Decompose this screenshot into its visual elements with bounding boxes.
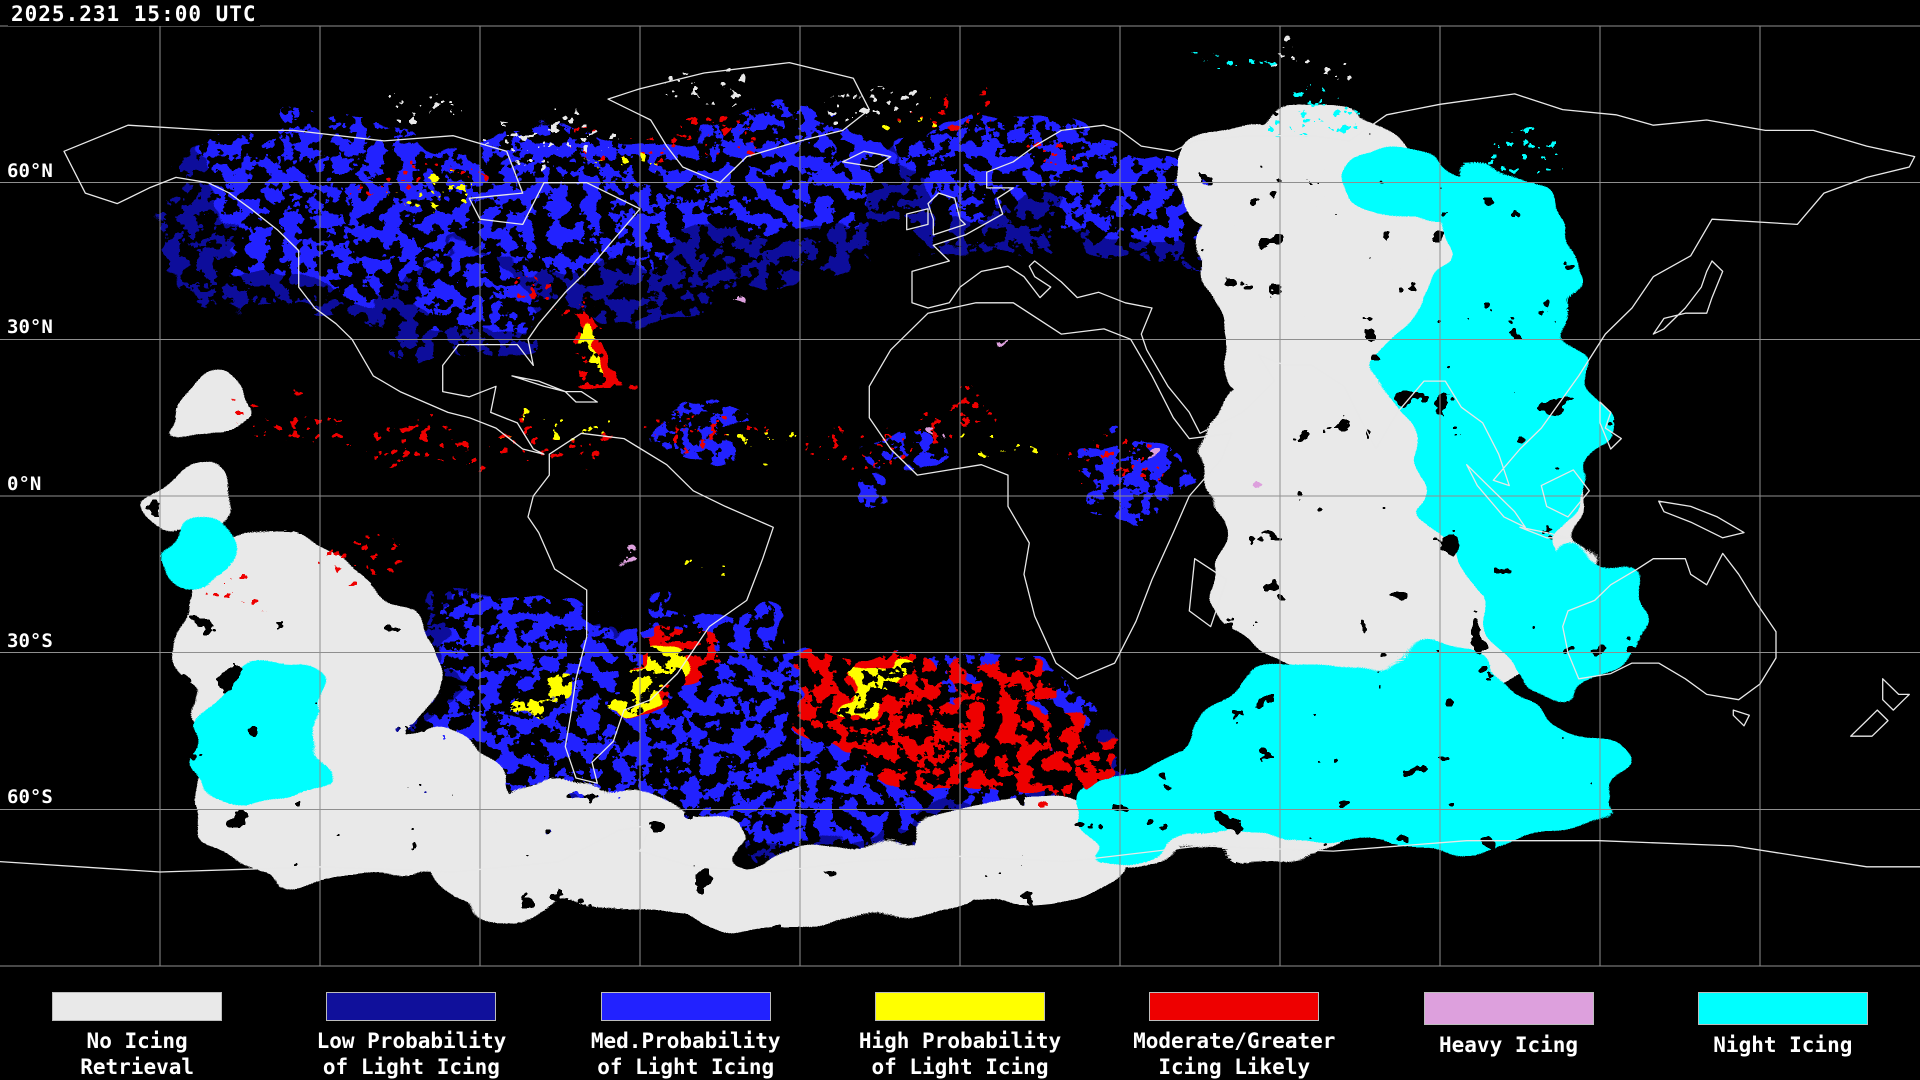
coastline-borneo [1540,469,1590,518]
legend-item-no-icing: No Icing Retrieval [0,978,274,1080]
coastline-sumatra [1466,464,1526,528]
overlay-high-prob [516,324,910,712]
coastline-madagascar [1188,558,1228,628]
legend-label-line: High Probability [858,1028,1062,1053]
legend-item-night: Night Icing [1646,978,1920,1080]
coastline-australia [1562,552,1777,701]
overlay-no-icing [380,48,1350,162]
coastlines [0,61,1920,873]
coastline-java [1519,526,1569,539]
legend-label-med-prob: Med.Probability of Light Icing [591,1028,781,1080]
legend-item-heavy: Heavy Icing [1371,978,1645,1080]
map-canvas [0,25,1920,967]
legend-label-mod-greater: Moderate/Greater Icing Likely [1133,1028,1335,1080]
overlay-heavy [613,300,1258,568]
coastline-africa [868,302,1233,680]
legend-item-high-prob: High Probability of Light Icing [823,978,1097,1080]
legend-label-line: Retrieval [80,1054,195,1079]
latitude-label: 60°S [5,786,55,809]
world-icing-map: 2025.231 15:00 UTC 60°N 30°N 0°N 30°S 60°S [0,2,1920,967]
overlay-mod-greater [566,316,1104,797]
coastline-south-america [527,432,774,784]
coastline-philippines [1599,401,1622,450]
legend-label-line: Heavy Icing [1439,1033,1579,1057]
coastline-north-america [63,124,641,455]
graticule [0,25,1920,967]
latitude-label: 0°N [5,473,44,495]
legend-label-line: Med.Probability [590,1028,781,1053]
legend-label-line: Icing Likely [1158,1054,1311,1079]
coastline-iceland [842,150,892,168]
coastline-great-britain [927,192,966,236]
legend-label-line: Moderate/Greater [1133,1028,1336,1053]
coastline-tasmania [1732,709,1750,727]
latitude-label: 60°N [5,159,55,182]
legend-label-heavy: Heavy Icing [1439,1032,1578,1058]
legend-label-line: Night Icing [1713,1033,1853,1057]
legend-swatch-med-prob [600,992,771,1021]
legend-item-low-prob: Low Probability of Light Icing [274,978,548,1080]
legend-label-line: of Light Icing [597,1054,775,1079]
legend-swatch-no-icing [52,992,223,1021]
coastline-ireland [906,208,929,231]
legend-swatch-heavy [1423,992,1594,1025]
coastline-new-zealand-south [1850,709,1889,737]
legend-swatch-night [1697,992,1868,1025]
legend-label-low-prob: Low Probability of Light Icing [317,1028,507,1080]
coastline-hispaniola [564,390,598,403]
legend-swatch-high-prob [874,992,1045,1021]
coastline-japan [1652,260,1724,335]
legend-swatch-mod-greater [1149,992,1320,1021]
legend-label-night: Night Icing [1713,1032,1852,1058]
coastline-greenland [607,61,870,184]
coastline-new-guinea [1658,500,1745,539]
timestamp: 2025.231 15:00 UTC [8,2,260,26]
legend: No Icing Retrieval Low Probability of Light… [0,978,1920,1080]
legend-item-med-prob: Med.Probability of Light Icing [549,978,823,1080]
legend-label-line: of Light Icing [871,1054,1049,1079]
latitude-label: 30°N [5,316,55,339]
legend-item-mod-greater: Moderate/Greater Icing Likely [1097,978,1371,1080]
coastline-antarctica [0,824,1920,873]
latitude-label: 30°S [5,629,55,652]
coastline-new-zealand-north [1882,678,1910,711]
legend-label-line: No Icing [86,1028,188,1053]
legend-label-no-icing: No Icing Retrieval [80,1028,194,1080]
coastline-eurasia [911,93,1916,487]
legend-label-line: Low Probability [316,1028,507,1053]
legend-swatch-low-prob [326,992,497,1021]
overlay-night [175,150,1640,860]
legend-label-line: of Light Icing [322,1054,500,1079]
legend-label-high-prob: High Probability of Light Icing [859,1028,1061,1080]
overlay-high-prob [392,110,1040,572]
